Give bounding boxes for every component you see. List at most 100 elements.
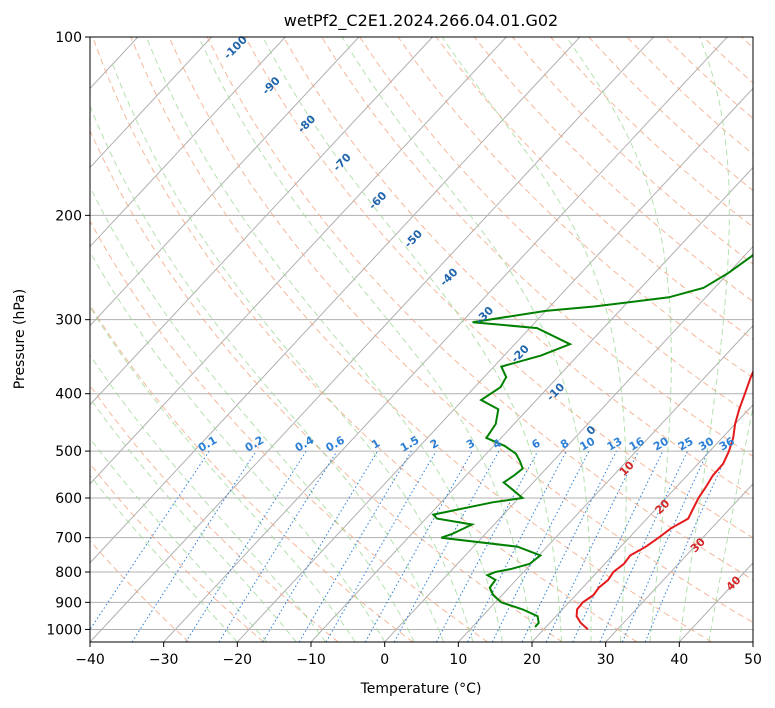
x-tick-label: 20 [523,652,541,668]
moist-adiabat-line [90,306,356,642]
isotherm-line [236,87,753,642]
dry-adiabat-line [130,37,712,642]
mixing-ratio-line [644,450,730,642]
dry-adiabat-line [90,462,264,642]
isotherm-line [531,404,753,642]
moist-adiabat-line [262,37,562,642]
dry-adiabat-line [741,37,753,49]
moist-adiabat-line [341,37,592,642]
mixing-ratio-line [131,450,257,642]
isotherm-line [163,37,728,642]
y-tick-label: 500 [55,444,82,460]
moist-adiabat-label: -80 [295,112,318,135]
moist-adiabat-line [90,474,238,642]
dry-adiabat-line [90,219,488,642]
dewpoint-profile-line [431,253,753,628]
chart-title: wetPf2_C2E1.2024.266.04.01.G02 [284,11,558,31]
x-tick-label: −10 [296,652,326,668]
dry-adiabat-line [90,129,563,642]
isotherm-line [90,37,507,485]
mixing-ratio-line [491,450,590,642]
x-axis-title: Temperature (°C) [360,681,482,697]
x-tick-label: 10 [449,652,467,668]
x-axis: −40 −30 −20 −10 0 10 20 30 40 50 [75,642,762,668]
series-layer [431,253,753,631]
y-tick-label: 900 [55,595,82,611]
y-tick-label: 200 [55,208,82,224]
mixing-ratio-line [185,450,307,642]
x-tick-label: 30 [597,652,615,668]
dry-adiabat-line [244,37,753,539]
isotherm-line [90,37,360,327]
mixing-ratio-line [621,450,709,642]
y-tick-label: 100 [55,30,82,46]
temperature-profile-line [575,369,753,631]
dry-adiabat-line [435,37,753,340]
mixing-ratio-line [364,450,473,642]
isotherm-line [90,37,212,169]
moist-adiabat-line [678,37,730,642]
moist-adiabat-label: -20 [509,342,532,365]
mixing-ratio-line [90,450,210,631]
moist-adiabat-line [708,404,753,642]
isotherm-line [310,166,753,642]
plot-frame [89,36,754,643]
moist-adiabat-label: -60 [366,189,389,212]
mixing-ratio-label: 6 [529,436,542,451]
mixing-ratio-label: 3 [464,437,477,452]
mixing-ratio-line [393,450,500,642]
x-tick-label: −20 [223,652,253,668]
moist-adiabat-line [90,185,415,642]
x-tick-label: −30 [149,652,179,668]
dry-adiabat-line [664,37,753,120]
moist-adiabat-line [565,37,672,642]
x-tick-label: 40 [670,652,688,668]
dry-adiabat-line [473,37,753,303]
dry-adiabat-line [397,37,753,379]
moist-adiabat-line [441,37,627,642]
isopleth-labels: 0.1 0.2 0.4 0.6 1 1.5 2 3 4 6 8 10 13 16 20 25 30 36-100-… [196,33,744,594]
y-axis: 100 200 300 400 500 600 700 800 900 1000 [46,30,90,638]
isotherm-line [90,37,654,642]
isotherm-line [90,37,433,406]
y-tick-label: 600 [55,491,82,507]
moist-adiabat-line [111,61,474,642]
mixing-ratio-label: 2 [428,437,441,452]
background-lines [90,37,753,642]
moist-adiabat-line [90,104,445,642]
dry-adiabat-line [512,37,753,265]
mixing-ratio-line [572,450,664,642]
moist-adiabat-label: -90 [260,74,283,97]
y-tick-label: 800 [55,565,82,581]
moist-adiabat-line [90,250,386,642]
x-tick-label: 0 [380,652,389,668]
mixing-ratio-line [218,450,338,642]
y-tick-label: 1000 [46,622,82,638]
x-tick-label: −40 [75,652,105,668]
y-axis-title: Pressure (hPa) [12,289,28,389]
dry-adiabat-line [90,539,190,642]
dry-adiabat-line [550,37,753,228]
dry-adiabat-line [168,37,753,624]
y-tick-label: 400 [55,387,82,403]
moist-adiabat-label: 20 [652,497,672,517]
dry-adiabat-line [321,37,753,458]
moist-adiabat-label: -40 [437,265,460,288]
mixing-ratio-line [599,450,688,642]
dry-adiabat-line [206,37,753,581]
isotherm-line [90,37,286,248]
x-tick-label: 50 [744,652,762,668]
dry-adiabat-line [90,304,414,642]
isotherm-line [605,483,753,642]
dry-adiabat-line [702,37,753,84]
y-tick-label: 700 [55,531,82,547]
mixing-ratio-line [435,450,539,642]
moist-adiabat-line [90,354,327,642]
mixing-ratio-line [521,450,617,642]
moist-adiabat-line [198,37,533,642]
dry-adiabat-line [283,37,753,498]
isotherm-line [90,37,581,564]
y-tick-label: 300 [55,313,82,329]
dry-adiabat-line [90,384,339,642]
